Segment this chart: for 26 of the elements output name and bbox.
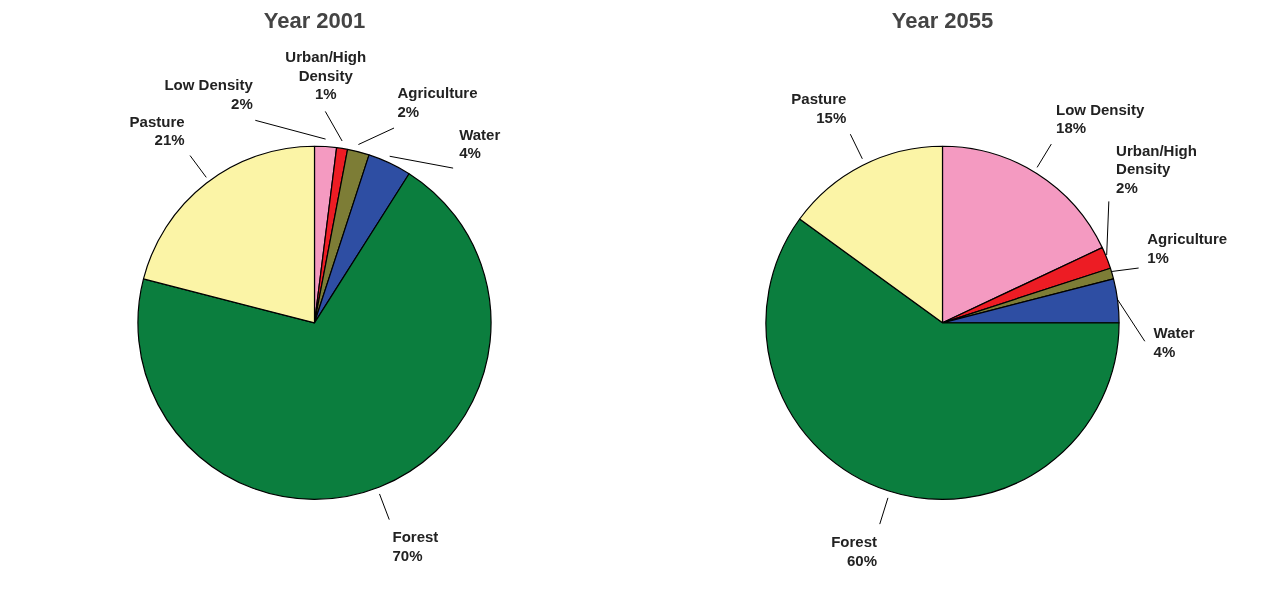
data-label: 15% [816, 109, 847, 126]
slice-label: Pasture [791, 90, 847, 108]
chart-title: Year 2001 [263, 7, 366, 33]
chart-title: Year 2055 [891, 7, 994, 33]
data-label: 2% [1116, 179, 1138, 197]
data-label: 1% [1147, 248, 1169, 266]
slice-label: Pasture [129, 112, 185, 130]
data-label: 18% [1056, 119, 1087, 137]
slice-label: Urban/High Density [1116, 141, 1197, 178]
data-label: 4% [459, 144, 481, 162]
slice-label: Forest [392, 528, 439, 546]
data-label: 2% [397, 102, 420, 120]
slice-label: Water [459, 125, 501, 143]
slice-label: Water [1153, 324, 1195, 342]
data-label: 70% [392, 546, 423, 564]
data-label: 1% [314, 85, 337, 103]
data-label: 21% [154, 131, 185, 149]
slice-label: Low Density [164, 75, 254, 93]
data-label: 2% [231, 94, 253, 112]
data-label: 60% [847, 551, 878, 569]
slice-label: Low Density [1056, 100, 1146, 118]
slice-label: Agriculture [397, 83, 478, 101]
slice-label: Urban/High Density [285, 47, 367, 84]
data-label: 4% [1153, 342, 1176, 360]
slice-label: Agriculture [1147, 229, 1228, 247]
legend-label: Forest [831, 532, 878, 550]
